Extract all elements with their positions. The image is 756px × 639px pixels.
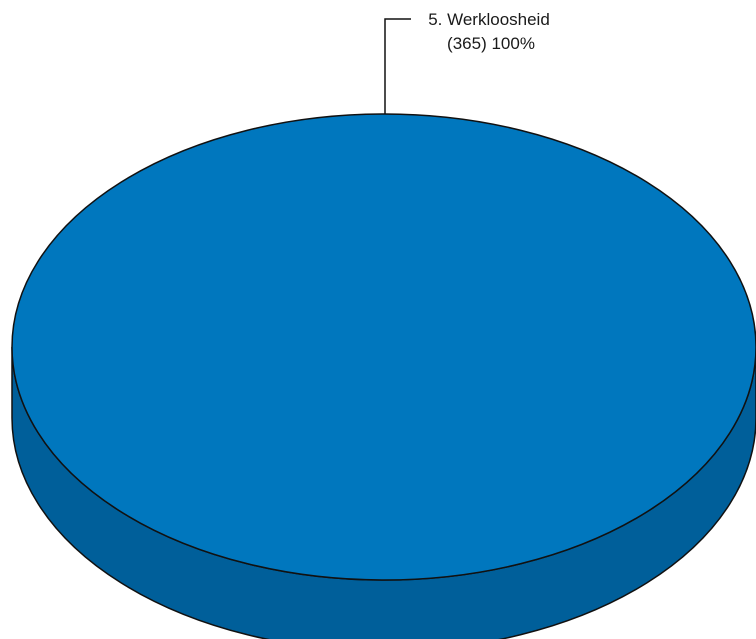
pie-slice-werkloosheid: [11, 113, 756, 581]
slice-label-value: (365) 100%: [447, 34, 535, 53]
slice-label-name: 5. Werkloosheid: [428, 10, 550, 29]
slice-leader-line: [384, 18, 411, 114]
